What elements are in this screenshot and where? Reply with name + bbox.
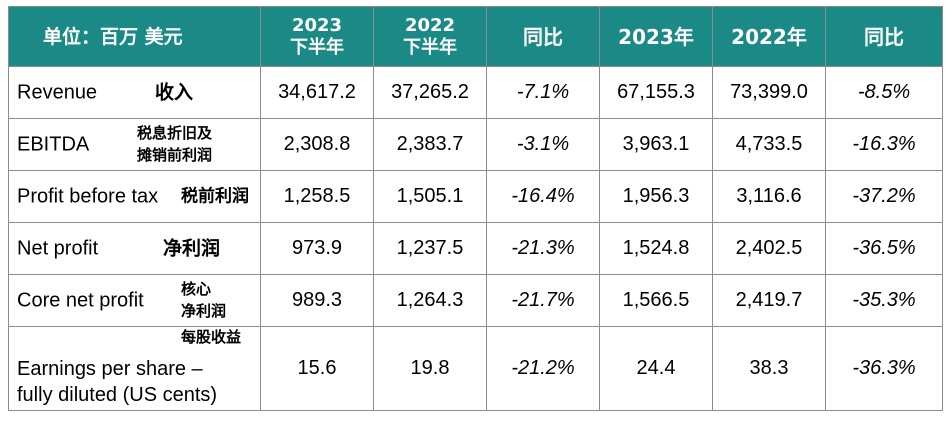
table-row: 每股收益 Earnings per share – fully diluted … [8, 326, 943, 411]
cell-2023-fy: 1,956.3 [599, 170, 713, 223]
row-label-en: Net profit [17, 237, 99, 259]
row-label-cn-line2: 摊销前利润 [137, 146, 213, 164]
cell-2022-fy: 73,399.0 [712, 66, 826, 119]
cell-2023-h2: 973.9 [260, 222, 374, 275]
row-label-cn: 收入 [155, 81, 194, 103]
table-row: Revenue 收入 34,617.2 37,265.2 -7.1% 67,15… [8, 66, 943, 119]
cell-2023-h2: 2,308.8 [260, 118, 374, 171]
row-label: 每股收益 Earnings per share – fully diluted … [8, 326, 261, 411]
cell-2023-h2: 15.6 [260, 326, 374, 411]
cell-yoy-h2: -21.7% [486, 274, 600, 327]
cell-2023-fy: 67,155.3 [599, 66, 713, 119]
row-label-en-line1: Earnings per share – [17, 358, 203, 380]
col-header-year: 2022 [404, 14, 456, 36]
row-label-cn: 净利润 [163, 237, 221, 259]
cell-2022-h2: 1,237.5 [373, 222, 487, 275]
table-row: Net profit 净利润 973.9 1,237.5 -21.3% 1,52… [8, 222, 943, 275]
cell-2022-fy: 2,402.5 [712, 222, 826, 275]
row-label: EBITDA 税息折旧及 摊销前利润 [8, 118, 261, 171]
cell-2023-h2: 34,617.2 [260, 66, 374, 119]
cell-yoy-fy: -36.3% [825, 326, 943, 411]
col-header-yoy-fy: 同比 [825, 6, 943, 67]
cell-2023-fy: 24.4 [599, 326, 713, 411]
cell-2023-fy: 1,566.5 [599, 274, 713, 327]
row-label: Profit before tax 税前利润 [8, 170, 261, 223]
cell-2022-h2: 19.8 [373, 326, 487, 411]
col-header-year: 2023 [291, 14, 343, 36]
row-label-cn: 每股收益 [181, 328, 242, 346]
row-label-en-line2: fully diluted (US cents) [17, 384, 218, 406]
row-label-en: Core net profit [17, 289, 144, 311]
row-label-cn-line2: 净利润 [181, 302, 227, 320]
cell-yoy-fy: -8.5% [825, 66, 943, 119]
col-header-2022-fy: 2022年 [712, 6, 826, 67]
cell-yoy-fy: -35.3% [825, 274, 943, 327]
cell-2022-fy: 3,116.6 [712, 170, 826, 223]
cell-yoy-fy: -16.3% [825, 118, 943, 171]
cell-yoy-h2: -21.3% [486, 222, 600, 275]
cell-2023-h2: 1,258.5 [260, 170, 374, 223]
cell-2023-fy: 3,963.1 [599, 118, 713, 171]
cell-yoy-h2: -16.4% [486, 170, 600, 223]
row-label-en: Revenue [17, 81, 98, 103]
col-header-period: 下半年 [403, 36, 457, 58]
cell-2022-h2: 1,505.1 [373, 170, 487, 223]
cell-yoy-h2: -7.1% [486, 66, 600, 119]
cell-2022-h2: 2,383.7 [373, 118, 487, 171]
row-label-cn-line1: 税息折旧及 [137, 124, 213, 142]
cell-yoy-fy: -37.2% [825, 170, 943, 223]
cell-yoy-h2: -3.1% [486, 118, 600, 171]
row-label-en: EBITDA [17, 133, 90, 155]
table-row: Profit before tax 税前利润 1,258.5 1,505.1 -… [8, 170, 943, 223]
row-label: Net profit 净利润 [8, 222, 261, 275]
cell-2022-h2: 1,264.3 [373, 274, 487, 327]
col-header-2023-fy: 2023年 [599, 6, 713, 67]
cell-2022-fy: 2,419.7 [712, 274, 826, 327]
cell-2022-fy: 38.3 [712, 326, 826, 411]
cell-2022-h2: 37,265.2 [373, 66, 487, 119]
row-label-en: Earnings per share – fully diluted (US c… [17, 356, 217, 408]
row-label: Revenue 收入 [8, 66, 261, 119]
row-label-cn: 税前利润 [181, 186, 249, 206]
table-row: EBITDA 税息折旧及 摊销前利润 2,308.8 2,383.7 -3.1%… [8, 118, 943, 171]
cell-yoy-h2: -21.2% [486, 326, 600, 411]
table-row: Core net profit 核心 净利润 989.3 1,264.3 -21… [8, 274, 943, 327]
row-label-en: Profit before tax [17, 185, 159, 207]
unit-header: 单位：百万 美元 [8, 6, 261, 67]
cell-yoy-fy: -36.5% [825, 222, 943, 275]
col-header-yoy-h2: 同比 [486, 6, 600, 67]
row-label: Core net profit 核心 净利润 [8, 274, 261, 327]
cell-2022-fy: 4,733.5 [712, 118, 826, 171]
col-header-2023-h2: 2023 下半年 [260, 6, 374, 67]
col-header-2022-h2: 2022 下半年 [373, 6, 487, 67]
col-header-period: 下半年 [290, 36, 344, 58]
header-row: 单位：百万 美元 2023 下半年 2022 下半年 同比 2023年 2022… [8, 6, 943, 67]
financial-summary-table: 单位：百万 美元 2023 下半年 2022 下半年 同比 2023年 2022… [8, 6, 943, 411]
cell-2023-h2: 989.3 [260, 274, 374, 327]
row-label-cn-line1: 核心 [181, 280, 212, 298]
cell-2023-fy: 1,524.8 [599, 222, 713, 275]
